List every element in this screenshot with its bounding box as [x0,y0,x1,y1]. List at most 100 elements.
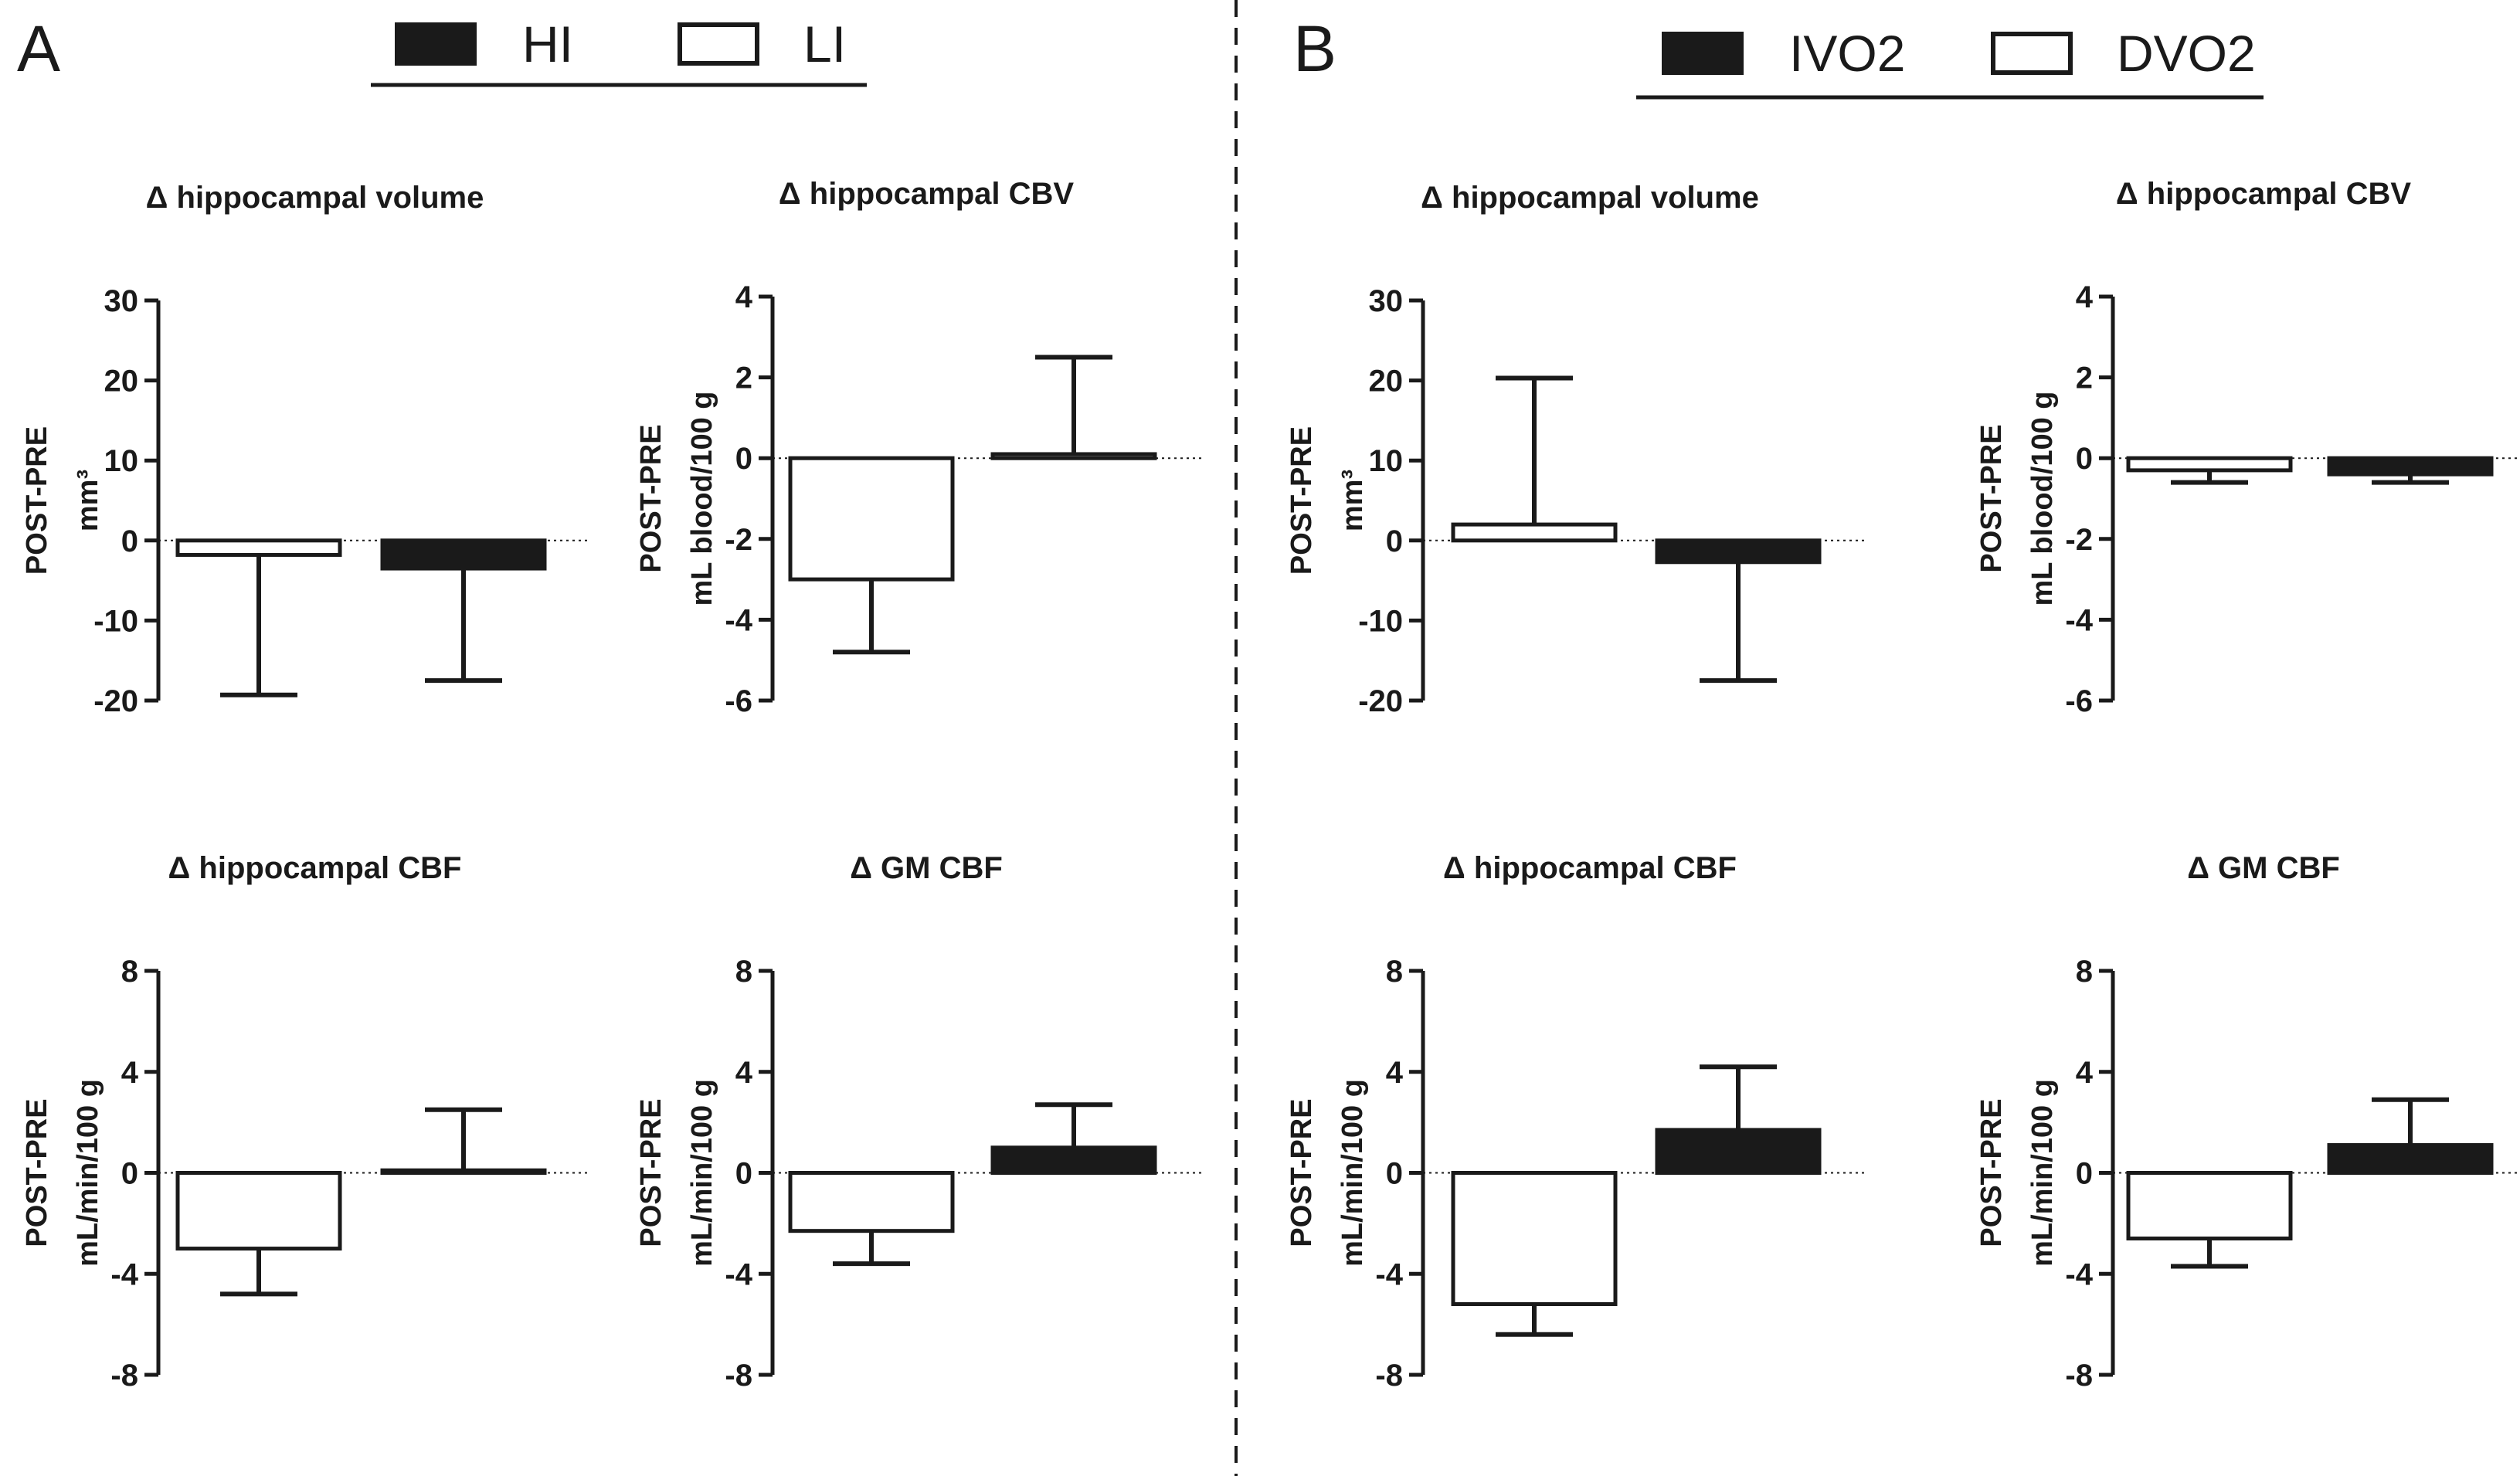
chart-7: Δ hippocampal CBF 8 4 0 -4 -8 POST-PRE mL/min/1… [1285,851,1866,1393]
y-axis-label-line: mL/min/100 g [2026,1079,2059,1267]
chart-4: Δ GM CBF 8 4 0 -4 -8 POST-PRE mL/min/100 g [635,851,1201,1393]
y-axis-label-line: mm³ [72,470,104,531]
y-axis-label: POST-PRE mm³ [21,426,104,575]
y-axis-label: POST-PRE mL blood/100 g [1975,391,2059,606]
bar-li [175,538,342,557]
legend-b-swatch-ivo2 [1662,32,1744,75]
chart-title: Δ hippocampal CBV [2116,177,2411,211]
legend-b-swatch-dvo2 [1991,32,2073,75]
chart-title: Δ GM CBF [850,851,1003,885]
y-axis-label-line: POST-PRE [1975,424,2008,572]
y-tick-label: -2 [2065,523,2093,557]
y-tick-label: 0 [1386,1157,1403,1191]
y-tick-label: 10 [1369,444,1404,478]
y-tick-label: -4 [725,603,752,637]
y-axis-label: POST-PRE mL/min/100 g [21,1079,104,1267]
bar-hi [990,1145,1157,1175]
chart-title: Δ hippocampal volume [146,181,484,215]
bar-hi [990,452,1157,460]
chart-title: Δ hippocampal CBV [779,177,1074,211]
y-axis-label-line: mL/min/100 g [1336,1079,1369,1267]
chart-3: Δ hippocampal CBF 8 4 0 -4 -8 POST-PRE mL/min/1… [21,851,591,1393]
bar-hi [380,1168,547,1175]
y-tick-label: -6 [725,684,752,718]
chart-5: Δ hippocampal volume 30 20 10 0 -10 -20 POST-PR… [1285,181,1866,718]
bar-dvo2 [2126,456,2293,473]
y-tick-label: 0 [1386,524,1403,558]
panel-a-letter: A [17,12,60,85]
y-tick-label: 0 [121,524,138,558]
y-axis-label-line: POST-PRE [635,1098,667,1247]
y-axis-label: POST-PRE mL blood/100 g [635,391,718,606]
y-tick-label: 0 [2076,1157,2093,1191]
panel-b-header: B IVO2 DVO2 [1293,12,2264,100]
y-tick-label: -8 [1375,1359,1403,1393]
y-axis-label-line: POST-PRE [1975,1098,2008,1247]
y-tick-label: 20 [1369,365,1404,399]
y-tick-label: 4 [735,280,753,314]
legend-a-label-hi: HI [522,15,573,73]
y-axis-label-line: mL blood/100 g [686,391,718,606]
y-tick-label: 8 [735,955,752,989]
y-tick-label: -2 [725,523,752,557]
chart-title: Δ hippocampal CBF [1443,851,1737,885]
bar-hi [380,538,547,571]
y-axis-label-line: mm³ [1336,470,1369,531]
bar-dvo2 [1451,1171,1618,1306]
y-axis-label: POST-PRE mL/min/100 g [635,1079,718,1267]
y-tick-label: -20 [1358,684,1403,718]
legend-a-label-li: LI [803,15,846,73]
y-tick-label: 0 [2076,442,2093,476]
y-axis-label-line: POST-PRE [1285,426,1318,575]
legend-b-label-dvo2: DVO2 [2117,25,2256,82]
chart-1: Δ hippocampal volume 30 20 10 0 -10 -20 POST-PR… [21,181,591,718]
y-tick-label: 0 [735,442,752,476]
y-tick-label: -8 [110,1359,138,1393]
y-tick-label: 4 [735,1056,753,1090]
bar-dvo2 [1451,522,1618,543]
legend-a-swatch-li [678,22,759,66]
chart-title: Δ hippocampal volume [1421,181,1759,215]
charts: Δ hippocampal volume3020100-10-20POST-PR… [21,177,2520,1393]
bar-li [175,1171,342,1251]
bar-ivo2 [2327,1143,2494,1175]
y-tick-label: 8 [2076,955,2093,989]
y-axis-label: POST-PRE mL/min/100 g [1975,1079,2059,1267]
y-tick-label: -4 [725,1257,752,1291]
chart-8: Δ GM CBF 8 4 0 -4 -8 POST-PRE mL/min/100 g [1975,851,2520,1393]
y-tick-label: -8 [725,1359,752,1393]
y-tick-label: -4 [1375,1257,1403,1291]
y-tick-label: -20 [93,684,138,718]
y-tick-label: 2 [735,361,752,395]
y-tick-label: -6 [2065,684,2093,718]
y-tick-label: 2 [2076,361,2093,395]
chart-6: Δ hippocampal CBV 4 2 0 -2 -4 -6 POST-PRE mL blo… [1975,177,2520,718]
legend-a-swatch-hi [395,22,477,66]
chart-2: Δ hippocampal CBV 4 2 0 -2 -4 -6 POST-PRE mL blo… [635,177,1201,718]
y-tick-label: 8 [1386,955,1403,989]
panel-b-letter: B [1293,12,1336,85]
y-tick-label: -4 [2065,603,2093,637]
chart-title: Δ GM CBF [2187,851,2340,885]
y-tick-label: -8 [2065,1359,2093,1393]
bar-dvo2 [2126,1171,2293,1240]
y-tick-label: 4 [1386,1056,1404,1090]
bar-li [788,1171,955,1233]
y-tick-label: 0 [121,1157,138,1191]
y-tick-label: -10 [1358,604,1403,638]
y-axis-label-line: mL blood/100 g [2026,391,2059,606]
y-axis-label-line: POST-PRE [21,426,53,575]
y-tick-label: 8 [121,955,138,989]
bar-ivo2 [1655,538,1822,565]
y-tick-label: 0 [735,1157,752,1191]
y-tick-label: 10 [104,444,139,478]
y-tick-label: -10 [93,604,138,638]
y-axis-label-line: POST-PRE [1285,1098,1318,1247]
y-axis-label: POST-PRE mm³ [1285,426,1369,575]
y-tick-label: -4 [110,1257,138,1291]
y-axis-label-line: POST-PRE [21,1098,53,1247]
y-tick-label: 20 [104,365,139,399]
y-tick-label: -4 [2065,1257,2093,1291]
y-axis-label-line: mL/min/100 g [686,1079,718,1267]
